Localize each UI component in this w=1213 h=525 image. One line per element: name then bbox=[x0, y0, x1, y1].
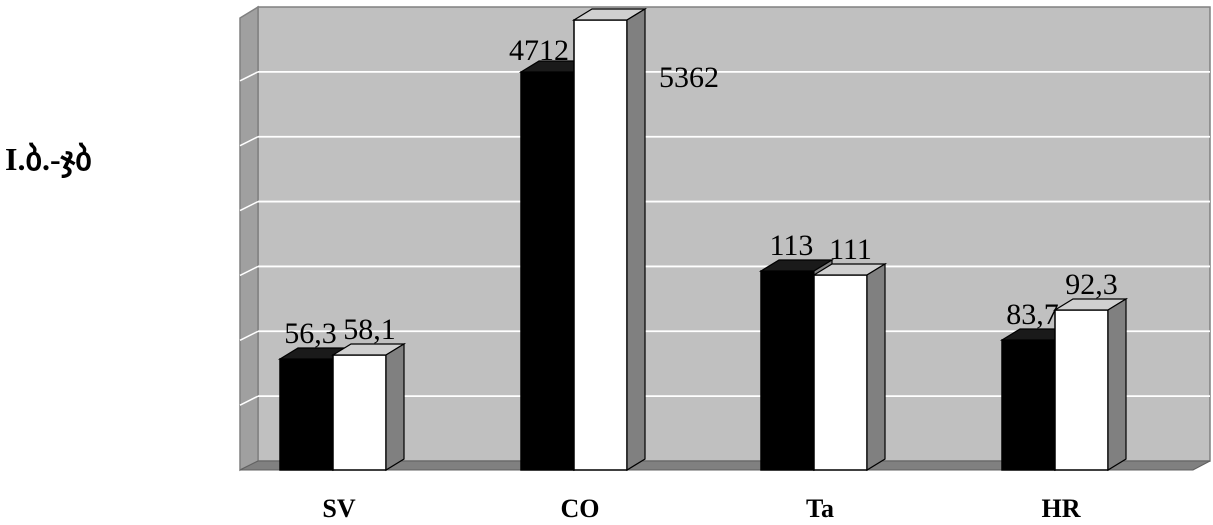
data-label: 111 bbox=[829, 233, 872, 266]
bar-series2 bbox=[1054, 309, 1109, 471]
gridline-side bbox=[239, 265, 259, 277]
data-label: 92,3 bbox=[1065, 268, 1118, 301]
value-labels: 56,3 58,1 4712 5362 113 111 83,792,3 bbox=[284, 34, 1118, 350]
category-labels: SV CO Ta HR bbox=[322, 494, 1080, 523]
bar-series2-side bbox=[385, 342, 405, 472]
data-label: 83,7 bbox=[1006, 298, 1059, 331]
bar-series1 bbox=[520, 71, 575, 471]
data-label: 113 bbox=[770, 229, 814, 262]
gridline-side bbox=[239, 330, 259, 341]
bar-series2-side bbox=[866, 262, 886, 472]
bar-series1 bbox=[1001, 339, 1056, 471]
bars bbox=[277, 7, 1129, 472]
bar-series1 bbox=[760, 270, 815, 471]
category-label: Ta bbox=[806, 494, 834, 523]
chart-title: I.ბ.-ჯბ bbox=[5, 141, 92, 179]
bar-series2-side bbox=[1107, 297, 1127, 472]
data-label: 58,1 bbox=[343, 313, 396, 346]
category-label: SV bbox=[322, 494, 355, 523]
bar-series2 bbox=[813, 274, 868, 471]
data-label: 5362 bbox=[659, 61, 719, 94]
gridlines bbox=[239, 70, 1210, 406]
bar-series2 bbox=[332, 354, 387, 471]
bar-series1 bbox=[279, 358, 334, 471]
category-label: CO bbox=[561, 494, 600, 523]
gridline-side bbox=[239, 200, 259, 212]
gridline-side bbox=[239, 395, 259, 406]
data-label: 56,3 bbox=[284, 317, 337, 350]
category-label: HR bbox=[1042, 494, 1081, 523]
plot-floor bbox=[239, 460, 1211, 471]
data-label: 4712 bbox=[509, 34, 569, 67]
bar-series2-side bbox=[626, 7, 646, 472]
bar-series2 bbox=[573, 19, 628, 471]
gridline-side bbox=[239, 136, 259, 147]
gridline-side bbox=[239, 71, 259, 82]
